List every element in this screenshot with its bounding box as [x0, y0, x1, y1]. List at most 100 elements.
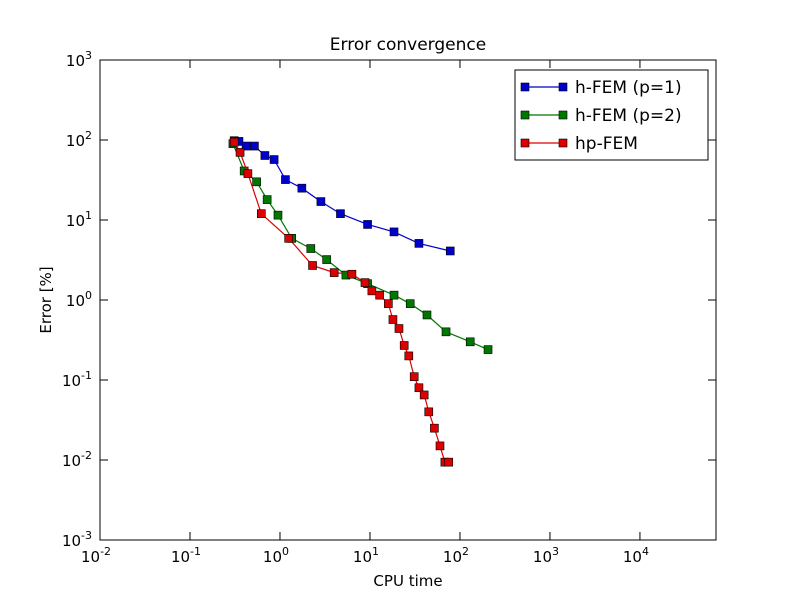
y-tick-label-base: 10: [62, 452, 81, 470]
legend-marker: [558, 82, 568, 92]
data-point: [316, 197, 326, 206]
data-point: [389, 227, 399, 237]
x-tick-label: 10-2: [81, 545, 111, 566]
data-point: [297, 183, 307, 193]
data-point: [483, 345, 493, 354]
data-point: [388, 315, 398, 324]
legend-label: h-FEM (p=1): [575, 78, 682, 98]
y-tick-label-base: 10: [66, 132, 85, 150]
data-point: [465, 337, 475, 347]
series-layer: [228, 136, 493, 467]
data-point: [243, 169, 253, 178]
data-point: [363, 220, 372, 229]
legend-marker: [558, 110, 568, 120]
x-tick-label-exponent: -2: [100, 545, 111, 558]
series-line: [232, 143, 489, 351]
data-point: [375, 290, 384, 300]
data-point: [269, 155, 279, 164]
series-line: [233, 141, 449, 463]
chart-title: Error convergence: [330, 35, 486, 55]
y-tick-label-base: 10: [66, 212, 85, 230]
x-tick-label-base: 10: [263, 548, 282, 566]
data-point: [347, 269, 357, 279]
data-point: [241, 141, 251, 151]
x-tick-label-exponent: -1: [190, 545, 201, 558]
x-tick-label-exponent: 3: [552, 545, 559, 558]
x-tick-label-base: 10: [443, 548, 462, 566]
y-tick-label: 10-1: [62, 369, 92, 390]
data-point: [414, 239, 424, 248]
x-tick-label-exponent: 1: [372, 545, 379, 558]
legend-label: h-FEM (p=2): [575, 106, 682, 126]
data-point: [229, 137, 239, 147]
data-point: [414, 383, 424, 393]
y-tick-label: 100: [66, 289, 92, 310]
data-point: [322, 255, 331, 264]
data-point: [441, 327, 451, 337]
y-tick-label-exponent: 2: [85, 129, 92, 142]
legend-label: hp-FEM: [575, 134, 638, 154]
data-point: [445, 246, 455, 256]
y-tick-label-base: 10: [62, 532, 81, 550]
data-point: [394, 324, 404, 333]
data-point: [435, 441, 445, 451]
legend-marker: [520, 138, 530, 148]
data-point: [430, 423, 439, 433]
x-tick-label-exponent: 0: [282, 545, 289, 558]
y-tick-label: 101: [66, 209, 92, 230]
series-3: [229, 137, 454, 467]
data-point: [384, 299, 393, 308]
y-tick-label: 10-2: [62, 449, 92, 470]
data-point: [419, 390, 429, 400]
data-point: [389, 290, 399, 300]
x-tick-label: 102: [443, 545, 469, 566]
data-point: [336, 209, 345, 218]
x-tick-label-base: 10: [353, 548, 372, 566]
data-point: [404, 351, 414, 361]
y-tick-label-exponent: -1: [81, 369, 92, 382]
legend: h-FEM (p=1) h-FEM (p=2) hp-FEM: [514, 69, 709, 161]
x-tick-label-exponent: 4: [642, 545, 649, 558]
y-tick-label-base: 10: [66, 292, 85, 310]
data-point: [424, 407, 434, 417]
data-point: [235, 148, 245, 157]
x-axis-label: CPU time: [373, 572, 442, 590]
y-tick-label: 103: [66, 49, 92, 70]
y-tick-label: 102: [66, 129, 92, 150]
y-tick-label-base: 10: [66, 52, 85, 70]
data-point: [273, 210, 283, 220]
data-point: [281, 175, 290, 184]
y-tick-label-exponent: 3: [85, 49, 92, 62]
data-point: [284, 234, 294, 243]
x-tick-label-base: 10: [81, 548, 100, 566]
y-tick-label-exponent: -3: [81, 529, 92, 542]
y-tick-label-exponent: 1: [85, 209, 92, 222]
data-point: [250, 141, 259, 151]
data-point: [329, 268, 339, 277]
x-tick-label: 100: [263, 545, 289, 566]
data-point: [256, 209, 266, 218]
y-tick-label-exponent: -2: [81, 449, 92, 462]
data-point: [444, 457, 454, 467]
data-point: [260, 151, 270, 160]
data-point: [252, 177, 261, 187]
y-tick-label-base: 10: [62, 372, 81, 390]
legend-marker: [520, 82, 530, 92]
x-tick-label: 10-1: [171, 545, 201, 566]
legend-marker: [558, 138, 568, 148]
x-tick-label-base: 10: [533, 548, 552, 566]
x-tick-label-base: 10: [623, 548, 642, 566]
y-tick-label-exponent: 0: [85, 289, 92, 302]
ticks-layer: 10-2 10-1 100 101 102 103 10410-310-210-110010…: [62, 49, 716, 566]
data-point: [405, 299, 415, 308]
x-tick-label-exponent: 2: [462, 545, 469, 558]
legend-marker: [520, 110, 530, 120]
data-point: [399, 341, 409, 350]
data-point: [422, 310, 432, 320]
y-tick-label: 10-3: [62, 529, 92, 550]
data-point: [360, 278, 370, 287]
data-point: [409, 372, 419, 381]
data-point: [306, 244, 316, 253]
